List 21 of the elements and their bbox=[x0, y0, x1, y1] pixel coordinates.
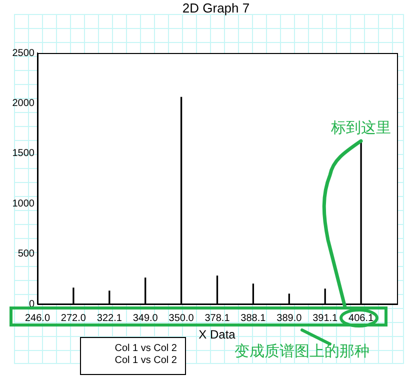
x-tick-label: 389.0 bbox=[276, 312, 302, 324]
x-tick-label: 272.0 bbox=[60, 312, 86, 324]
annotation: 标到这里 bbox=[330, 119, 392, 136]
y-tick-label: 1500 bbox=[12, 148, 35, 160]
chart-title: 2D Graph 7 bbox=[182, 0, 250, 16]
x-tick-label: 388.1 bbox=[240, 312, 266, 324]
text: Col 1 vs Col 2 bbox=[114, 355, 177, 367]
x-tick-label: 378.1 bbox=[204, 312, 230, 324]
text: 变成质谱图上的那种 bbox=[234, 343, 370, 360]
x-axis-title: X Data bbox=[198, 327, 236, 342]
y-tick-label: 500 bbox=[18, 248, 35, 260]
x-tick-label: 350.0 bbox=[168, 312, 194, 324]
x-tick-label: 391.1 bbox=[312, 312, 338, 324]
text: Col 1 vs Col 2 bbox=[114, 343, 177, 355]
y-tick-label: 2000 bbox=[12, 98, 35, 109]
x-tick-label: 349.0 bbox=[132, 312, 158, 324]
x-tick-label: 406.1 bbox=[348, 312, 374, 324]
x-tick-label: 322.1 bbox=[96, 312, 122, 324]
y-tick-label: 1000 bbox=[12, 198, 35, 210]
y-tick-label: 2500 bbox=[12, 48, 35, 59]
x-tick-label: 246.0 bbox=[24, 312, 50, 324]
